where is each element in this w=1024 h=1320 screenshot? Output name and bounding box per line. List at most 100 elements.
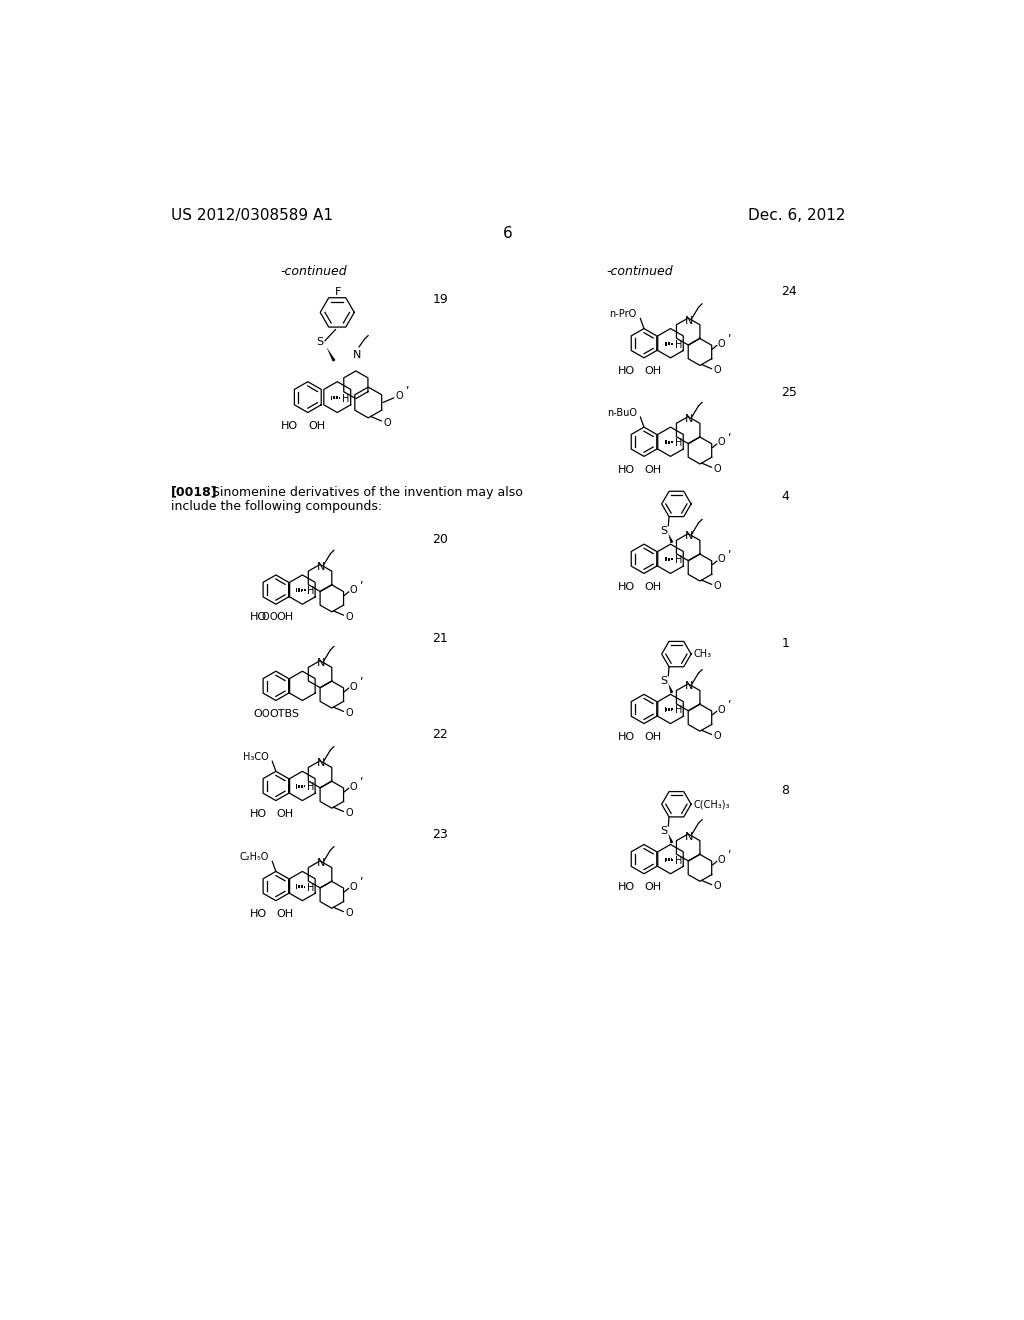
Text: O: O: [254, 709, 262, 718]
Text: O: O: [269, 612, 276, 623]
Text: O: O: [713, 882, 721, 891]
Text: N: N: [316, 562, 325, 572]
Text: H: H: [675, 556, 682, 565]
Text: HO: HO: [617, 366, 635, 376]
Text: 25: 25: [781, 385, 798, 399]
Text: 23: 23: [432, 829, 449, 841]
Text: N: N: [685, 414, 693, 424]
Text: O: O: [384, 417, 391, 428]
Text: 21: 21: [432, 632, 449, 645]
Text: 8: 8: [781, 784, 790, 797]
Text: H₃CO: H₃CO: [243, 751, 268, 762]
Text: ʹ: ʹ: [358, 777, 362, 791]
Text: S: S: [660, 676, 668, 686]
Text: OTBS: OTBS: [269, 709, 300, 718]
Text: CH₃: CH₃: [693, 649, 712, 659]
Text: include the following compounds:: include the following compounds:: [171, 499, 382, 512]
Polygon shape: [669, 833, 674, 843]
Polygon shape: [669, 684, 674, 693]
Text: S: S: [660, 527, 668, 536]
Text: H: H: [307, 783, 314, 792]
Text: OH: OH: [276, 612, 293, 623]
Text: F: F: [335, 288, 341, 297]
Text: O: O: [345, 908, 352, 919]
Text: O: O: [395, 391, 403, 400]
Text: O: O: [713, 463, 721, 474]
Text: H: H: [307, 883, 314, 892]
Text: H: H: [675, 705, 682, 715]
Text: O: O: [713, 581, 721, 591]
Text: OH: OH: [276, 909, 293, 919]
Text: OH: OH: [308, 421, 326, 430]
Text: ʹ: ʹ: [358, 876, 362, 890]
Text: ʹ: ʹ: [727, 433, 730, 446]
Text: O: O: [718, 554, 725, 565]
Text: H: H: [307, 586, 314, 597]
Text: HO: HO: [250, 809, 267, 818]
Text: HO: HO: [617, 731, 635, 742]
Text: N: N: [685, 315, 693, 326]
Text: 24: 24: [781, 285, 797, 298]
Text: 1: 1: [781, 638, 790, 651]
Text: O: O: [345, 808, 352, 818]
Text: S: S: [315, 337, 323, 347]
Text: C₂H₅O: C₂H₅O: [240, 851, 268, 862]
Text: n-BuO: n-BuO: [606, 408, 637, 417]
Text: O: O: [713, 366, 721, 375]
Text: OH: OH: [644, 366, 662, 376]
Text: US 2012/0308589 A1: US 2012/0308589 A1: [171, 209, 333, 223]
Text: ʹ: ʹ: [727, 334, 730, 347]
Text: ʹ: ʹ: [727, 700, 730, 713]
Text: HO: HO: [281, 421, 298, 430]
Text: O: O: [349, 781, 357, 792]
Text: H: H: [675, 438, 682, 449]
Text: O: O: [713, 731, 721, 741]
Text: O: O: [345, 708, 352, 718]
Text: ʹ: ʹ: [358, 581, 362, 594]
Text: O: O: [718, 339, 725, 348]
Text: HO: HO: [617, 882, 635, 892]
Text: N: N: [685, 531, 693, 541]
Text: [0018]: [0018]: [171, 486, 217, 499]
Text: 4: 4: [781, 490, 790, 503]
Text: O: O: [349, 882, 357, 892]
Text: O: O: [345, 611, 352, 622]
Text: O: O: [349, 681, 357, 692]
Text: H: H: [675, 855, 682, 866]
Text: S: S: [660, 826, 668, 837]
Text: O: O: [262, 709, 269, 718]
Text: H: H: [342, 393, 349, 404]
Polygon shape: [327, 347, 336, 362]
Text: Sinomenine derivatives of the invention may also: Sinomenine derivatives of the invention …: [212, 486, 522, 499]
Text: HO: HO: [250, 909, 267, 919]
Text: 20: 20: [432, 533, 449, 546]
Text: ʹ: ʹ: [404, 385, 409, 399]
Text: ʹ: ʹ: [358, 677, 362, 690]
Text: O: O: [349, 585, 357, 595]
Text: O: O: [718, 437, 725, 447]
Text: O: O: [718, 705, 725, 714]
Text: 19: 19: [432, 293, 449, 306]
Text: N: N: [353, 350, 361, 360]
Text: C(CH₃)₃: C(CH₃)₃: [693, 799, 730, 809]
Text: ʹ: ʹ: [727, 550, 730, 562]
Text: Dec. 6, 2012: Dec. 6, 2012: [748, 209, 846, 223]
Text: HO: HO: [617, 582, 635, 591]
Text: O: O: [262, 612, 269, 623]
Text: ʹ: ʹ: [727, 850, 730, 863]
Text: N: N: [316, 858, 325, 869]
Text: H: H: [675, 339, 682, 350]
Text: HO: HO: [617, 465, 635, 475]
Text: HO: HO: [250, 612, 267, 623]
Text: n-PrO: n-PrO: [609, 309, 637, 319]
Text: O: O: [718, 855, 725, 865]
Text: OH: OH: [644, 465, 662, 475]
Text: 22: 22: [432, 729, 449, 742]
Text: OH: OH: [644, 731, 662, 742]
Text: -continued: -continued: [606, 264, 673, 277]
Text: -continued: -continued: [281, 264, 347, 277]
Text: OH: OH: [276, 809, 293, 818]
Polygon shape: [669, 533, 674, 544]
Text: N: N: [685, 832, 693, 842]
Text: OH: OH: [644, 582, 662, 591]
